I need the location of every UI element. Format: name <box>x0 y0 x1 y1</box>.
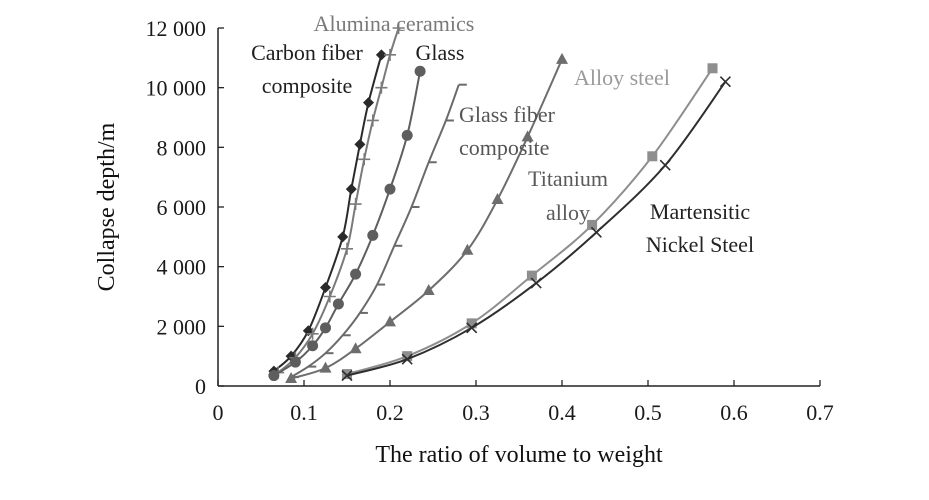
series-label: Martensitic <box>650 199 750 224</box>
data-point-triangle <box>556 52 568 64</box>
data-point-diamond <box>363 97 374 109</box>
x-tick-label: 0.1 <box>290 400 318 425</box>
x-tick-label: 0.6 <box>720 400 748 425</box>
data-point-diamond <box>354 138 366 150</box>
data-point-plus <box>392 22 405 34</box>
y-axis-title: Collapse depth/m <box>94 122 120 291</box>
data-point-circle <box>289 356 301 368</box>
data-point-circle <box>350 268 362 280</box>
data-point-square <box>526 270 537 281</box>
data-point-diamond <box>337 231 349 243</box>
series-glass-fiber-composite <box>290 83 467 379</box>
x-axis-title: The ratio of volume to weight <box>375 442 663 468</box>
data-point-plus <box>349 198 362 211</box>
series-labels: Carbon fiber composite Alumina ceramics Gla… <box>251 11 754 257</box>
data-point-cross <box>659 159 671 171</box>
series-label: Alumina ceramics <box>314 11 475 36</box>
data-point-triangle <box>384 315 396 327</box>
data-point-triangle <box>285 372 298 384</box>
data-point-cross <box>530 277 542 289</box>
data-point-triangle <box>461 243 474 255</box>
data-point-square <box>707 63 718 74</box>
data-point-square <box>647 151 658 162</box>
data-point-circle <box>268 370 280 382</box>
x-tick-label: 0 <box>213 400 224 425</box>
data-point-triangle <box>422 284 435 296</box>
series-alloy-steel <box>342 63 718 380</box>
series-glass <box>268 65 426 382</box>
data-point-square <box>342 369 352 380</box>
data-point-circle <box>401 129 413 141</box>
y-tick-label: 8 000 <box>157 135 207 160</box>
data-point-cross <box>719 76 731 88</box>
x-tick-label: 0.7 <box>806 400 834 425</box>
data-point-circle <box>367 229 379 241</box>
data-point-cross <box>401 353 413 365</box>
y-tick-label: 6 000 <box>157 195 207 220</box>
data-point-circle <box>320 322 331 334</box>
data-point-square <box>402 351 413 362</box>
data-point-circle <box>332 298 344 310</box>
data-point-diamond <box>345 183 357 195</box>
data-point-circle <box>307 340 319 352</box>
data-point-plus <box>366 114 379 127</box>
series-label: Glass fiber <box>459 102 556 127</box>
data-point-circle <box>384 183 396 195</box>
data-point-diamond <box>320 282 331 294</box>
series-label: Glass <box>416 40 465 65</box>
series-carbon-fiber-composite <box>268 49 387 377</box>
series-label: Carbon fiber <box>251 40 363 65</box>
series-lines <box>268 22 731 384</box>
data-point-cross <box>466 322 478 334</box>
series-label: composite <box>459 135 549 160</box>
data-point-cross <box>341 369 353 382</box>
y-tick-label: 2 000 <box>157 314 207 339</box>
series-label: alloy <box>546 200 590 225</box>
series-line <box>273 71 422 377</box>
data-point-square <box>587 219 598 230</box>
axis-ticks: 0 0.1 0.2 0.3 0.4 0.5 0.6 0.7 0 2 000 4 000 6 000 8 … <box>146 16 834 425</box>
data-point-plus <box>358 153 371 166</box>
x-tick-label: 0.2 <box>376 400 404 425</box>
y-tick-label: 10 000 <box>146 76 207 101</box>
x-tick-label: 0.3 <box>462 400 490 425</box>
data-point-circle <box>414 65 426 77</box>
data-point-plus <box>323 290 336 303</box>
data-point-triangle <box>491 193 504 205</box>
y-tick-label: 12 000 <box>146 16 207 41</box>
data-point-triangle <box>521 130 534 142</box>
series-label: Alloy steel <box>574 65 670 90</box>
data-point-square <box>466 318 477 329</box>
data-point-plus <box>341 242 353 255</box>
series-label: composite <box>262 73 352 98</box>
series-martensitic-nickel-steel <box>341 76 731 382</box>
series-label: Titanium <box>528 166 608 191</box>
data-point-cross <box>590 226 602 238</box>
series-alumina-ceramics <box>272 22 405 379</box>
data-point-plus <box>384 48 396 61</box>
data-point-plus <box>375 81 388 94</box>
data-point-triangle <box>349 342 362 354</box>
data-point-plus <box>306 327 319 340</box>
series-line <box>290 58 563 380</box>
x-tick-label: 0.5 <box>634 400 662 425</box>
y-tick-label: 0 <box>195 374 206 399</box>
data-point-triangle <box>319 361 332 373</box>
series-titanium-alloy <box>285 52 568 384</box>
data-point-diamond <box>375 49 387 61</box>
y-tick-label: 4 000 <box>157 255 207 280</box>
series-label: Nickel Steel <box>646 232 754 257</box>
x-tick-label: 0.4 <box>548 400 576 425</box>
